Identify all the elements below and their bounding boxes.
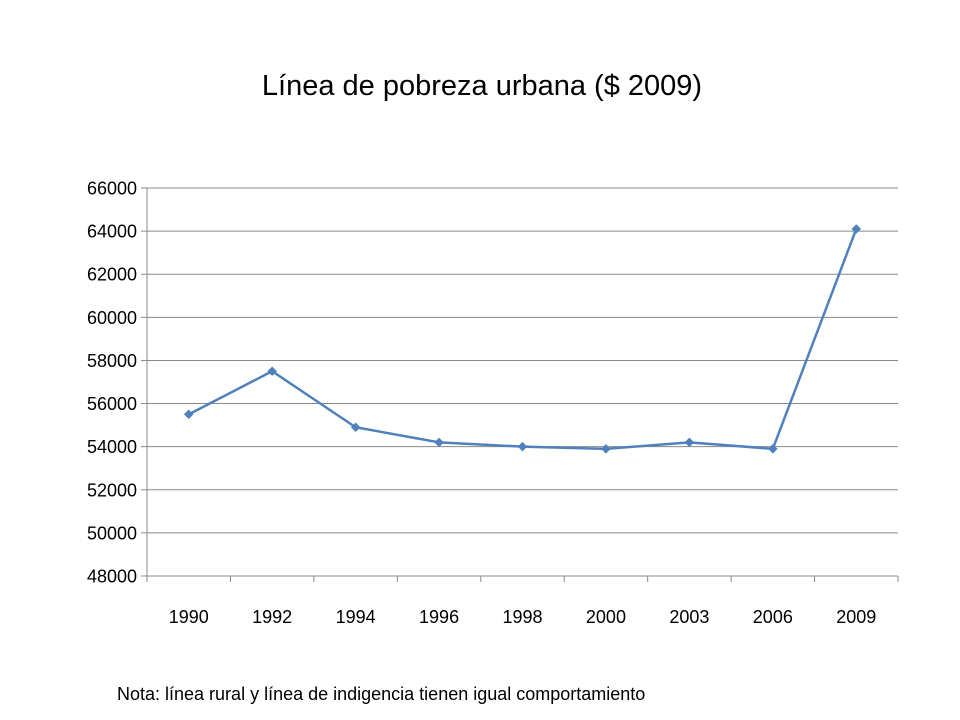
- data-point: [517, 441, 528, 452]
- x-tick-label: 2000: [586, 607, 626, 627]
- axes: [141, 187, 899, 582]
- x-tick-label: 1990: [169, 607, 209, 627]
- x-tick-label: 2009: [836, 607, 876, 627]
- y-tick-label: 54000: [87, 437, 137, 457]
- x-tick-label: 2003: [669, 607, 709, 627]
- data-point: [684, 437, 695, 448]
- data-point: [851, 224, 862, 234]
- gridlines: [147, 187, 898, 534]
- series: [183, 224, 862, 454]
- y-tick-label: 50000: [87, 523, 137, 543]
- data-point: [350, 422, 361, 433]
- x-tick-label: 1992: [252, 607, 292, 627]
- y-tick-labels: 48000 50000 52000 54000 56000 58000 60000 62000…: [87, 179, 137, 587]
- y-tick-label: 56000: [87, 394, 137, 414]
- series-line: [188, 228, 858, 451]
- chart-title: Línea de pobreza urbana ($ 2009): [261, 70, 703, 102]
- x-tick-labels: 1990 1992 1994 1996 1998 2000 2003 2006 2009: [169, 607, 877, 627]
- data-point: [767, 443, 778, 454]
- data-point: [267, 366, 278, 377]
- y-tick-label: 62000: [87, 265, 137, 285]
- x-tick-label: 1994: [336, 607, 376, 627]
- x-tick-label: 1996: [419, 607, 459, 627]
- x-tick-label: 2006: [753, 607, 793, 627]
- y-tick-label: 64000: [87, 222, 137, 242]
- y-tick-label: 60000: [87, 308, 137, 328]
- y-tick-label: 52000: [87, 480, 137, 500]
- y-tick-label: 58000: [87, 351, 137, 371]
- data-point: [434, 437, 444, 448]
- y-tick-label: 48000: [87, 567, 137, 587]
- data-point: [183, 409, 194, 420]
- y-tick-label: 66000: [87, 179, 137, 199]
- data-point: [601, 443, 611, 454]
- x-tick-label: 1998: [502, 607, 542, 627]
- footnote: Nota: línea rural y línea de indigencia …: [117, 684, 646, 704]
